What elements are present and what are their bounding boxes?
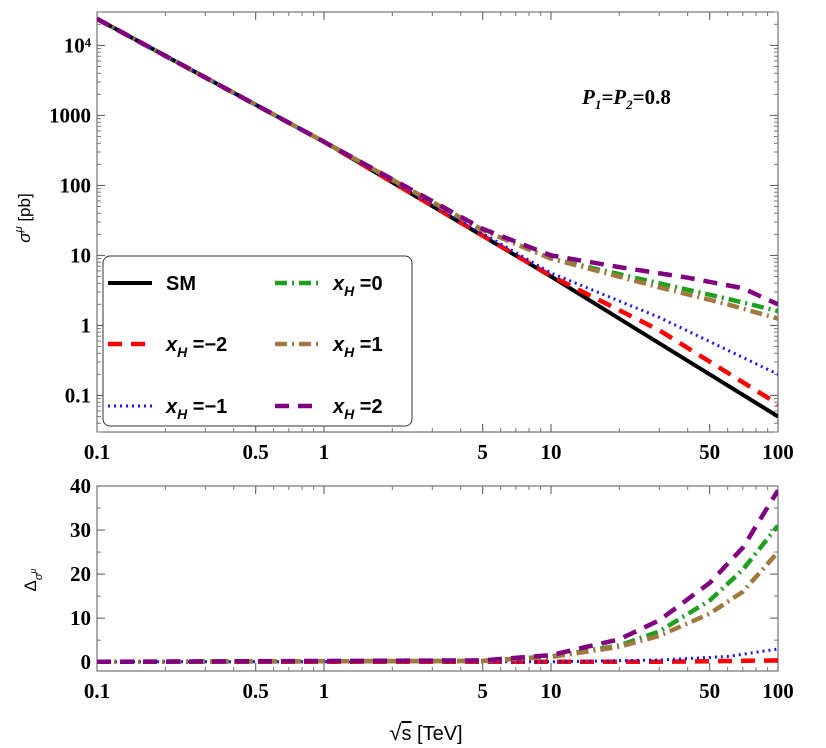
y-tick-label: 100 (60, 173, 92, 197)
legend-box (102, 255, 413, 427)
x-tick-label: 5 (477, 440, 488, 464)
legend-label-x-h-2: xH =2 (332, 396, 383, 422)
x-tick-label: 0.1 (84, 440, 110, 464)
y-tick-label: 10 (70, 606, 91, 630)
y-tick-label: 40 (70, 474, 91, 498)
bottom-panel-frame (96, 485, 779, 672)
polarization-annotation: P1=P2=0.8 (581, 85, 671, 112)
series-line-x-h-1 (97, 550, 778, 665)
x-tick-label: 100 (762, 679, 794, 703)
x-tick-label: 1 (319, 679, 330, 703)
y-tick-label: 10⁴ (64, 33, 92, 57)
x-axis-label: √s [TeV] (389, 720, 462, 745)
series-line-x-h-2 (97, 489, 778, 665)
x-tick-label: 50 (699, 440, 720, 464)
y-tick-label: 1000 (49, 103, 91, 127)
y-tick-label: 0.1 (65, 383, 91, 407)
y-tick-label: 10 (70, 243, 91, 267)
x-tick-label: 100 (762, 440, 794, 464)
bottom-axis-ticks: 0.1 0.5 1 5 10 50 100 0 10 20 30 40 (70, 474, 794, 703)
x-tick-label: 1 (319, 440, 330, 464)
x-tick-label: 0.1 (84, 679, 110, 703)
legend-label-x-h-1: xH =−1 (165, 396, 227, 422)
series-line-x-h-2 (97, 658, 778, 665)
top-series-group (97, 16, 778, 419)
x-tick-label: 5 (477, 679, 488, 703)
series-line-x-h-2 (97, 16, 778, 307)
x-tick-label: 0.5 (243, 440, 269, 464)
bottom-y-axis-label: Δσμ (21, 568, 45, 591)
legend: SM xH =−2 xH =−1 xH =0 xH =1 xH =2 (102, 255, 413, 427)
x-tick-label: 0.5 (243, 679, 269, 703)
x-tick-label: 50 (699, 679, 720, 703)
y-tick-label: 30 (70, 518, 91, 542)
y-tick-label: 20 (70, 562, 91, 586)
top-y-axis-label: σμ [pb] (13, 193, 34, 242)
top-axis-ticks: 0.1 0.5 1 5 10 50 100 0.1 1 10 100 1000 10⁴ (49, 11, 794, 464)
series-line-x-h-0 (97, 524, 778, 665)
y-tick-label: 1 (81, 313, 92, 337)
legend-label-x-h-2: xH =−2 (165, 334, 227, 360)
x-tick-label: 10 (541, 440, 562, 464)
legend-label-x-h-1: xH =1 (332, 334, 383, 360)
y-tick-label: 0 (81, 650, 92, 674)
x-tick-label: 10 (541, 679, 562, 703)
legend-label-sm: SM (166, 273, 196, 295)
legend-label-x-h-0: xH =0 (332, 273, 383, 299)
bottom-series-group (97, 489, 778, 665)
